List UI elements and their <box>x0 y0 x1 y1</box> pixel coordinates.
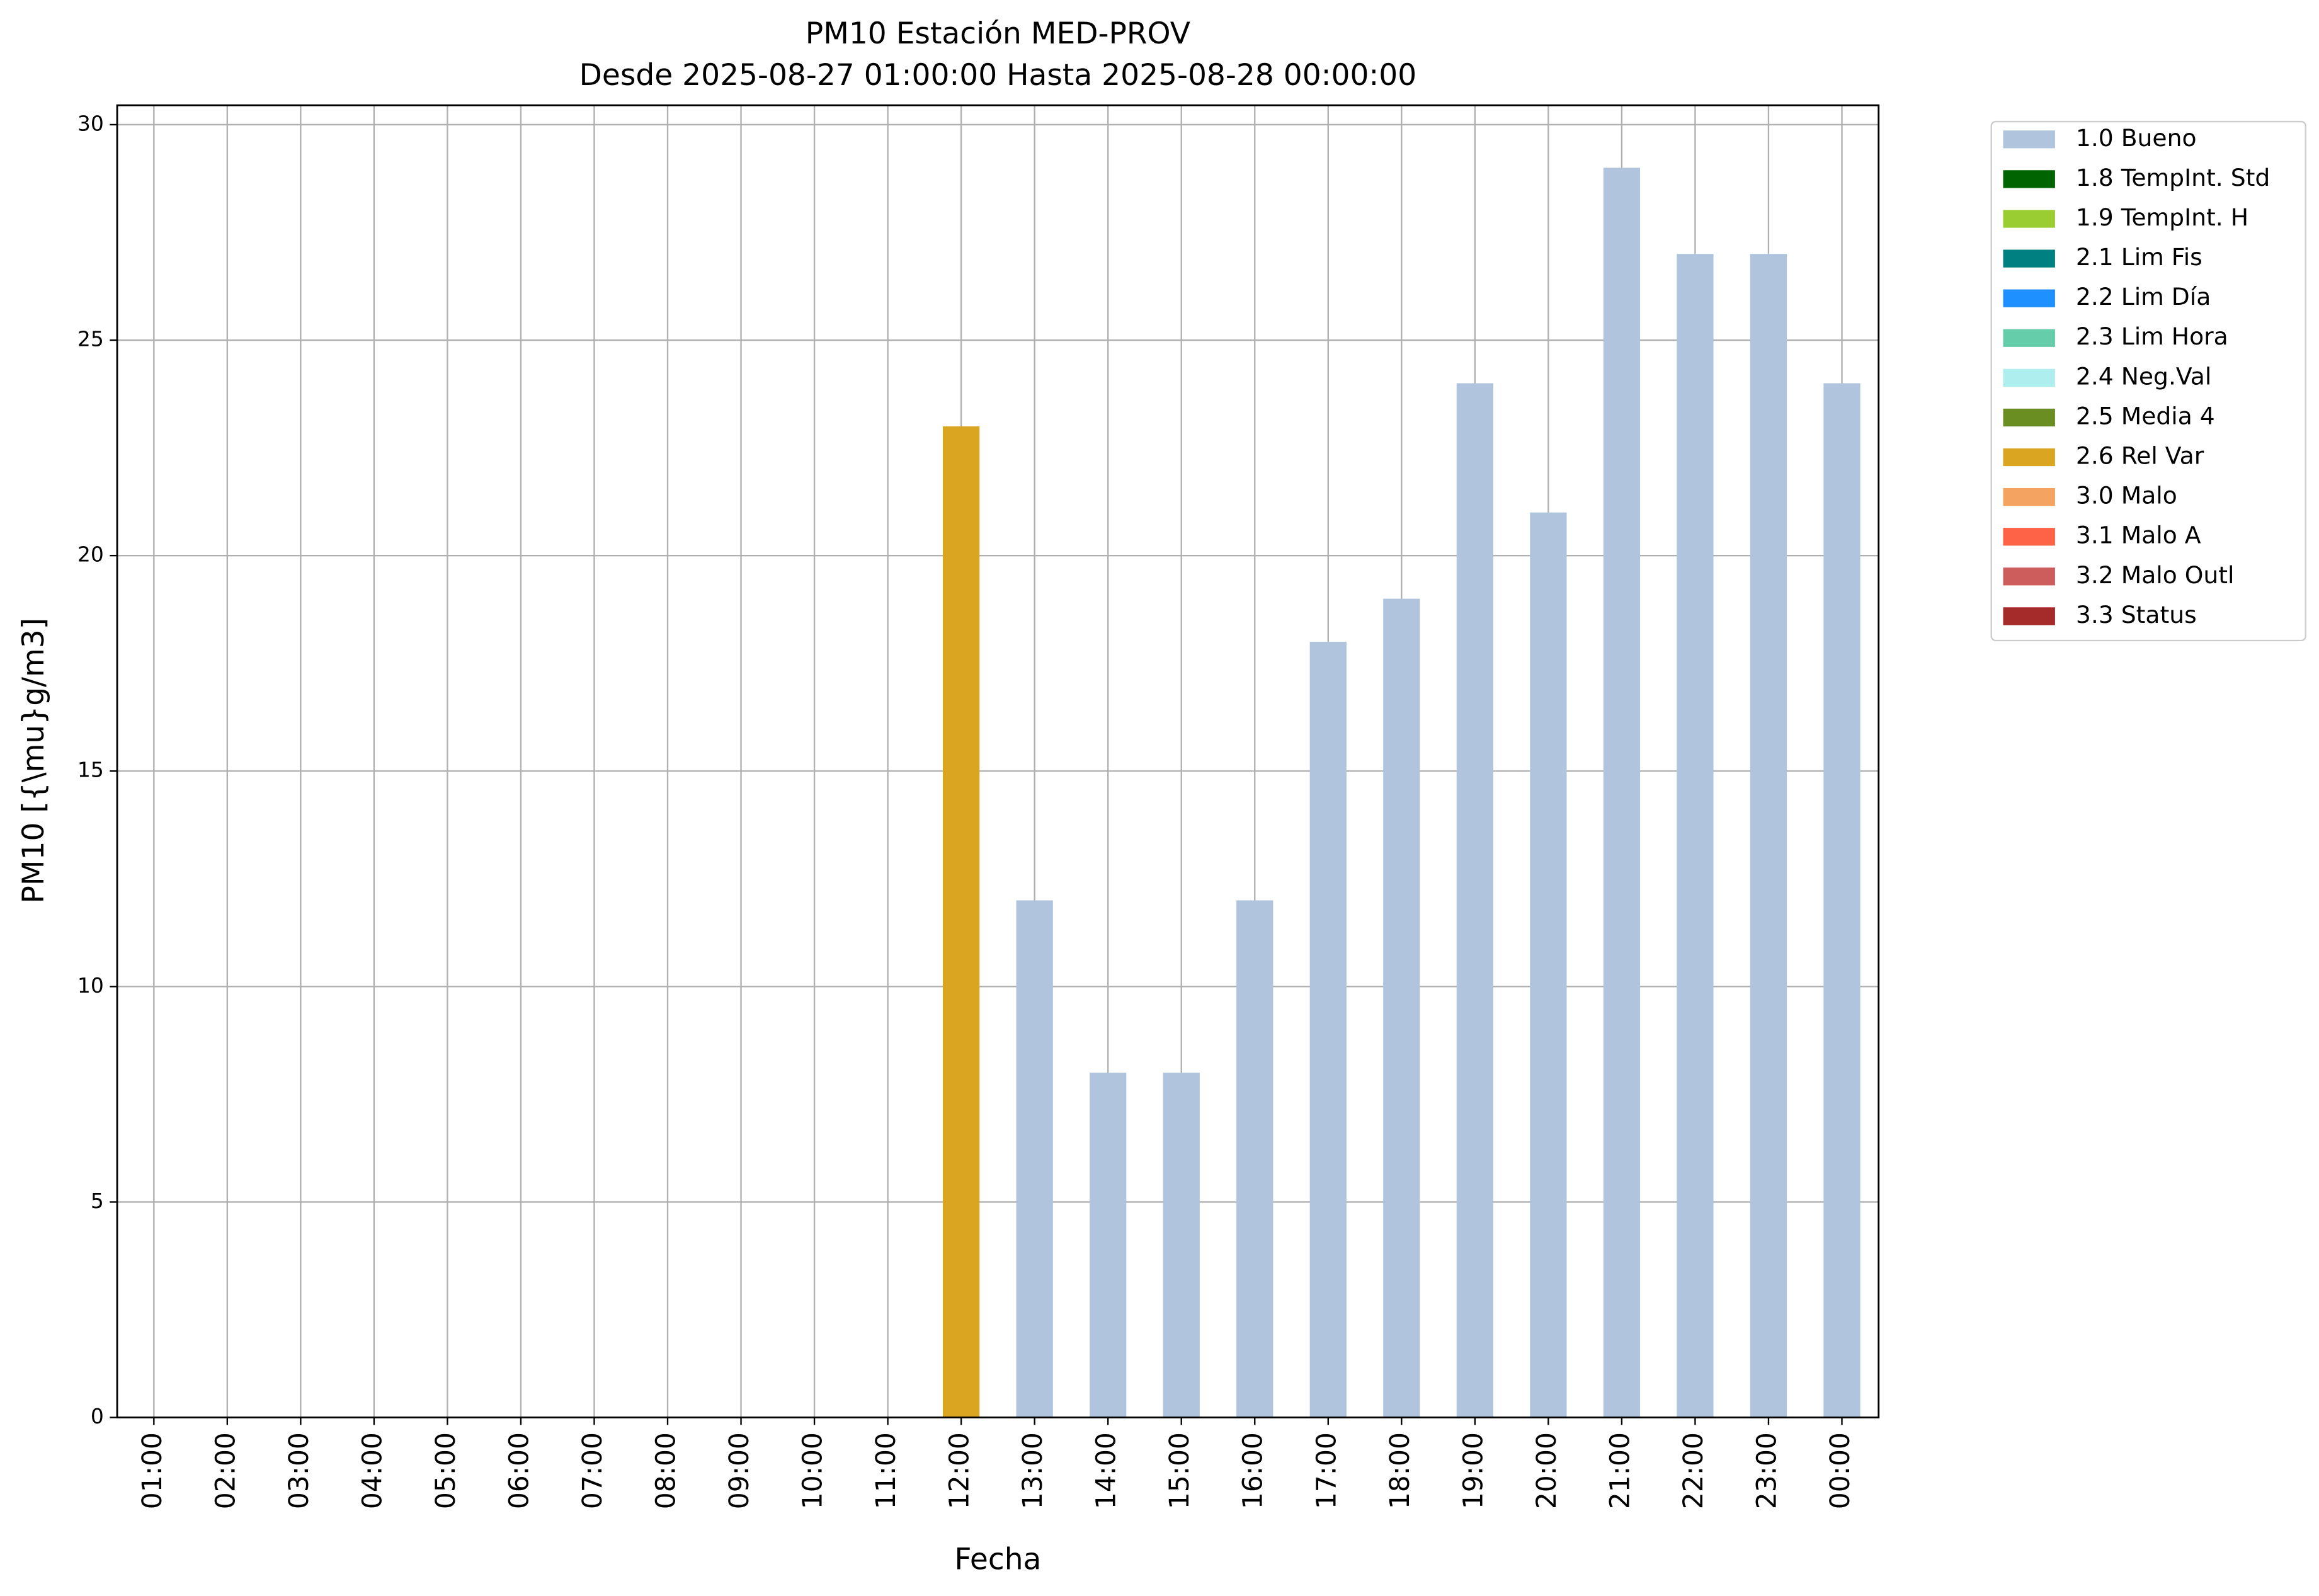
bar <box>1530 512 1567 1418</box>
legend-swatch <box>2003 329 2055 347</box>
plot-frame <box>116 104 1880 1418</box>
x-tick-label: 11:00 <box>870 1432 901 1509</box>
bar <box>943 426 980 1418</box>
x-tick-label: 21:00 <box>1604 1432 1635 1509</box>
legend-swatch <box>2003 368 2055 387</box>
x-tick-label: 14:00 <box>1091 1432 1122 1509</box>
x-tick-label: 03:00 <box>283 1432 314 1509</box>
y-axis-label: PM10 [{\mu}g/m3] <box>16 618 51 904</box>
x-tick-label: 08:00 <box>651 1432 681 1509</box>
x-tick-label: 22:00 <box>1678 1432 1709 1509</box>
bar <box>1750 254 1787 1418</box>
y-tick-label: 0 <box>91 1404 104 1428</box>
bar <box>1383 598 1420 1418</box>
bar <box>1456 383 1493 1418</box>
legend-box <box>1990 120 2306 642</box>
bar <box>1163 1073 1200 1418</box>
chart-subtitle: Desde 2025-08-27 01:00:00 Hasta 2025-08-… <box>579 58 1417 93</box>
chart-title: PM10 Estación MED-PROV <box>806 16 1190 51</box>
legend: 1.0 Bueno 1.8 TempInt. Std 1.9 TempInt. H 2… <box>1990 120 2306 642</box>
x-tick-label: 04:00 <box>356 1432 387 1509</box>
legend-label: 2.3 Lim Hora <box>2076 322 2228 350</box>
legend-swatch <box>2003 487 2055 506</box>
legend-swatch <box>2003 408 2055 427</box>
x-tick-label: 00:00 <box>1825 1432 1855 1509</box>
x-tick-label: 13:00 <box>1017 1432 1048 1509</box>
legend-label: 2.1 Lim Fis <box>2076 243 2202 271</box>
x-tick-label: 23:00 <box>1751 1432 1782 1509</box>
legend-label: 1.0 Bueno <box>2076 124 2197 152</box>
x-axis-label: Fecha <box>954 1542 1041 1576</box>
legend-label: 3.3 Status <box>2076 601 2197 629</box>
legend-label: 2.2 Lim Día <box>2076 283 2211 311</box>
legend-swatch <box>2003 130 2055 149</box>
ticks: 0 5 10 15 20 25 30 01:00 02:00 03:00 04:00 05:00 06:… <box>77 111 1855 1509</box>
x-tick-label: 18:00 <box>1384 1432 1415 1509</box>
x-tick-label: 12:00 <box>944 1432 975 1509</box>
x-tick-label: 16:00 <box>1238 1432 1268 1509</box>
legend-label: 2.6 Rel Var <box>2076 442 2204 470</box>
legend-label: 3.0 Malo <box>2076 482 2177 510</box>
legend-label: 3.2 Malo Outl <box>2076 561 2235 589</box>
y-tick-label: 20 <box>77 542 104 567</box>
legend-label: 1.8 TempInt. Std <box>2076 164 2270 191</box>
legend-swatch <box>2003 289 2055 307</box>
y-tick-label: 5 <box>91 1188 104 1213</box>
legend-swatch <box>2003 528 2055 546</box>
x-tick-label: 17:00 <box>1311 1432 1342 1509</box>
legend-swatch <box>2003 567 2055 586</box>
x-tick-label: 05:00 <box>430 1432 461 1509</box>
legend-swatch <box>2003 170 2055 188</box>
bars <box>943 168 1860 1418</box>
x-tick-label: 20:00 <box>1531 1432 1562 1509</box>
y-tick-label: 30 <box>77 111 104 135</box>
x-tick-label: 10:00 <box>797 1432 828 1509</box>
legend-label: 3.1 Malo A <box>2076 522 2201 549</box>
legend-label: 2.5 Media 4 <box>2076 402 2215 430</box>
legend-swatch <box>2003 249 2055 268</box>
x-tick-label: 07:00 <box>577 1432 608 1509</box>
bar <box>1236 900 1273 1418</box>
bar <box>1309 641 1347 1418</box>
bar <box>1090 1073 1127 1418</box>
y-tick-label: 15 <box>77 758 104 782</box>
x-tick-label: 15:00 <box>1164 1432 1195 1509</box>
bar <box>1677 254 1714 1418</box>
legend-swatch <box>2003 448 2055 467</box>
y-tick-label: 25 <box>77 327 104 351</box>
x-tick-label: 19:00 <box>1457 1432 1488 1509</box>
legend-label: 1.9 TempInt. H <box>2076 203 2248 231</box>
bar <box>1016 900 1053 1418</box>
y-tick-label: 10 <box>77 973 104 998</box>
bar <box>1823 383 1860 1418</box>
x-tick-label: 02:00 <box>210 1432 241 1509</box>
x-tick-label: 01:00 <box>137 1432 168 1509</box>
x-tick-label: 09:00 <box>724 1432 755 1509</box>
legend-swatch <box>2003 607 2055 625</box>
bar <box>1603 168 1641 1418</box>
x-tick-label: 06:00 <box>503 1432 534 1509</box>
legend-label: 2.4 Neg.Val <box>2076 362 2211 390</box>
legend-swatch <box>2003 210 2055 228</box>
